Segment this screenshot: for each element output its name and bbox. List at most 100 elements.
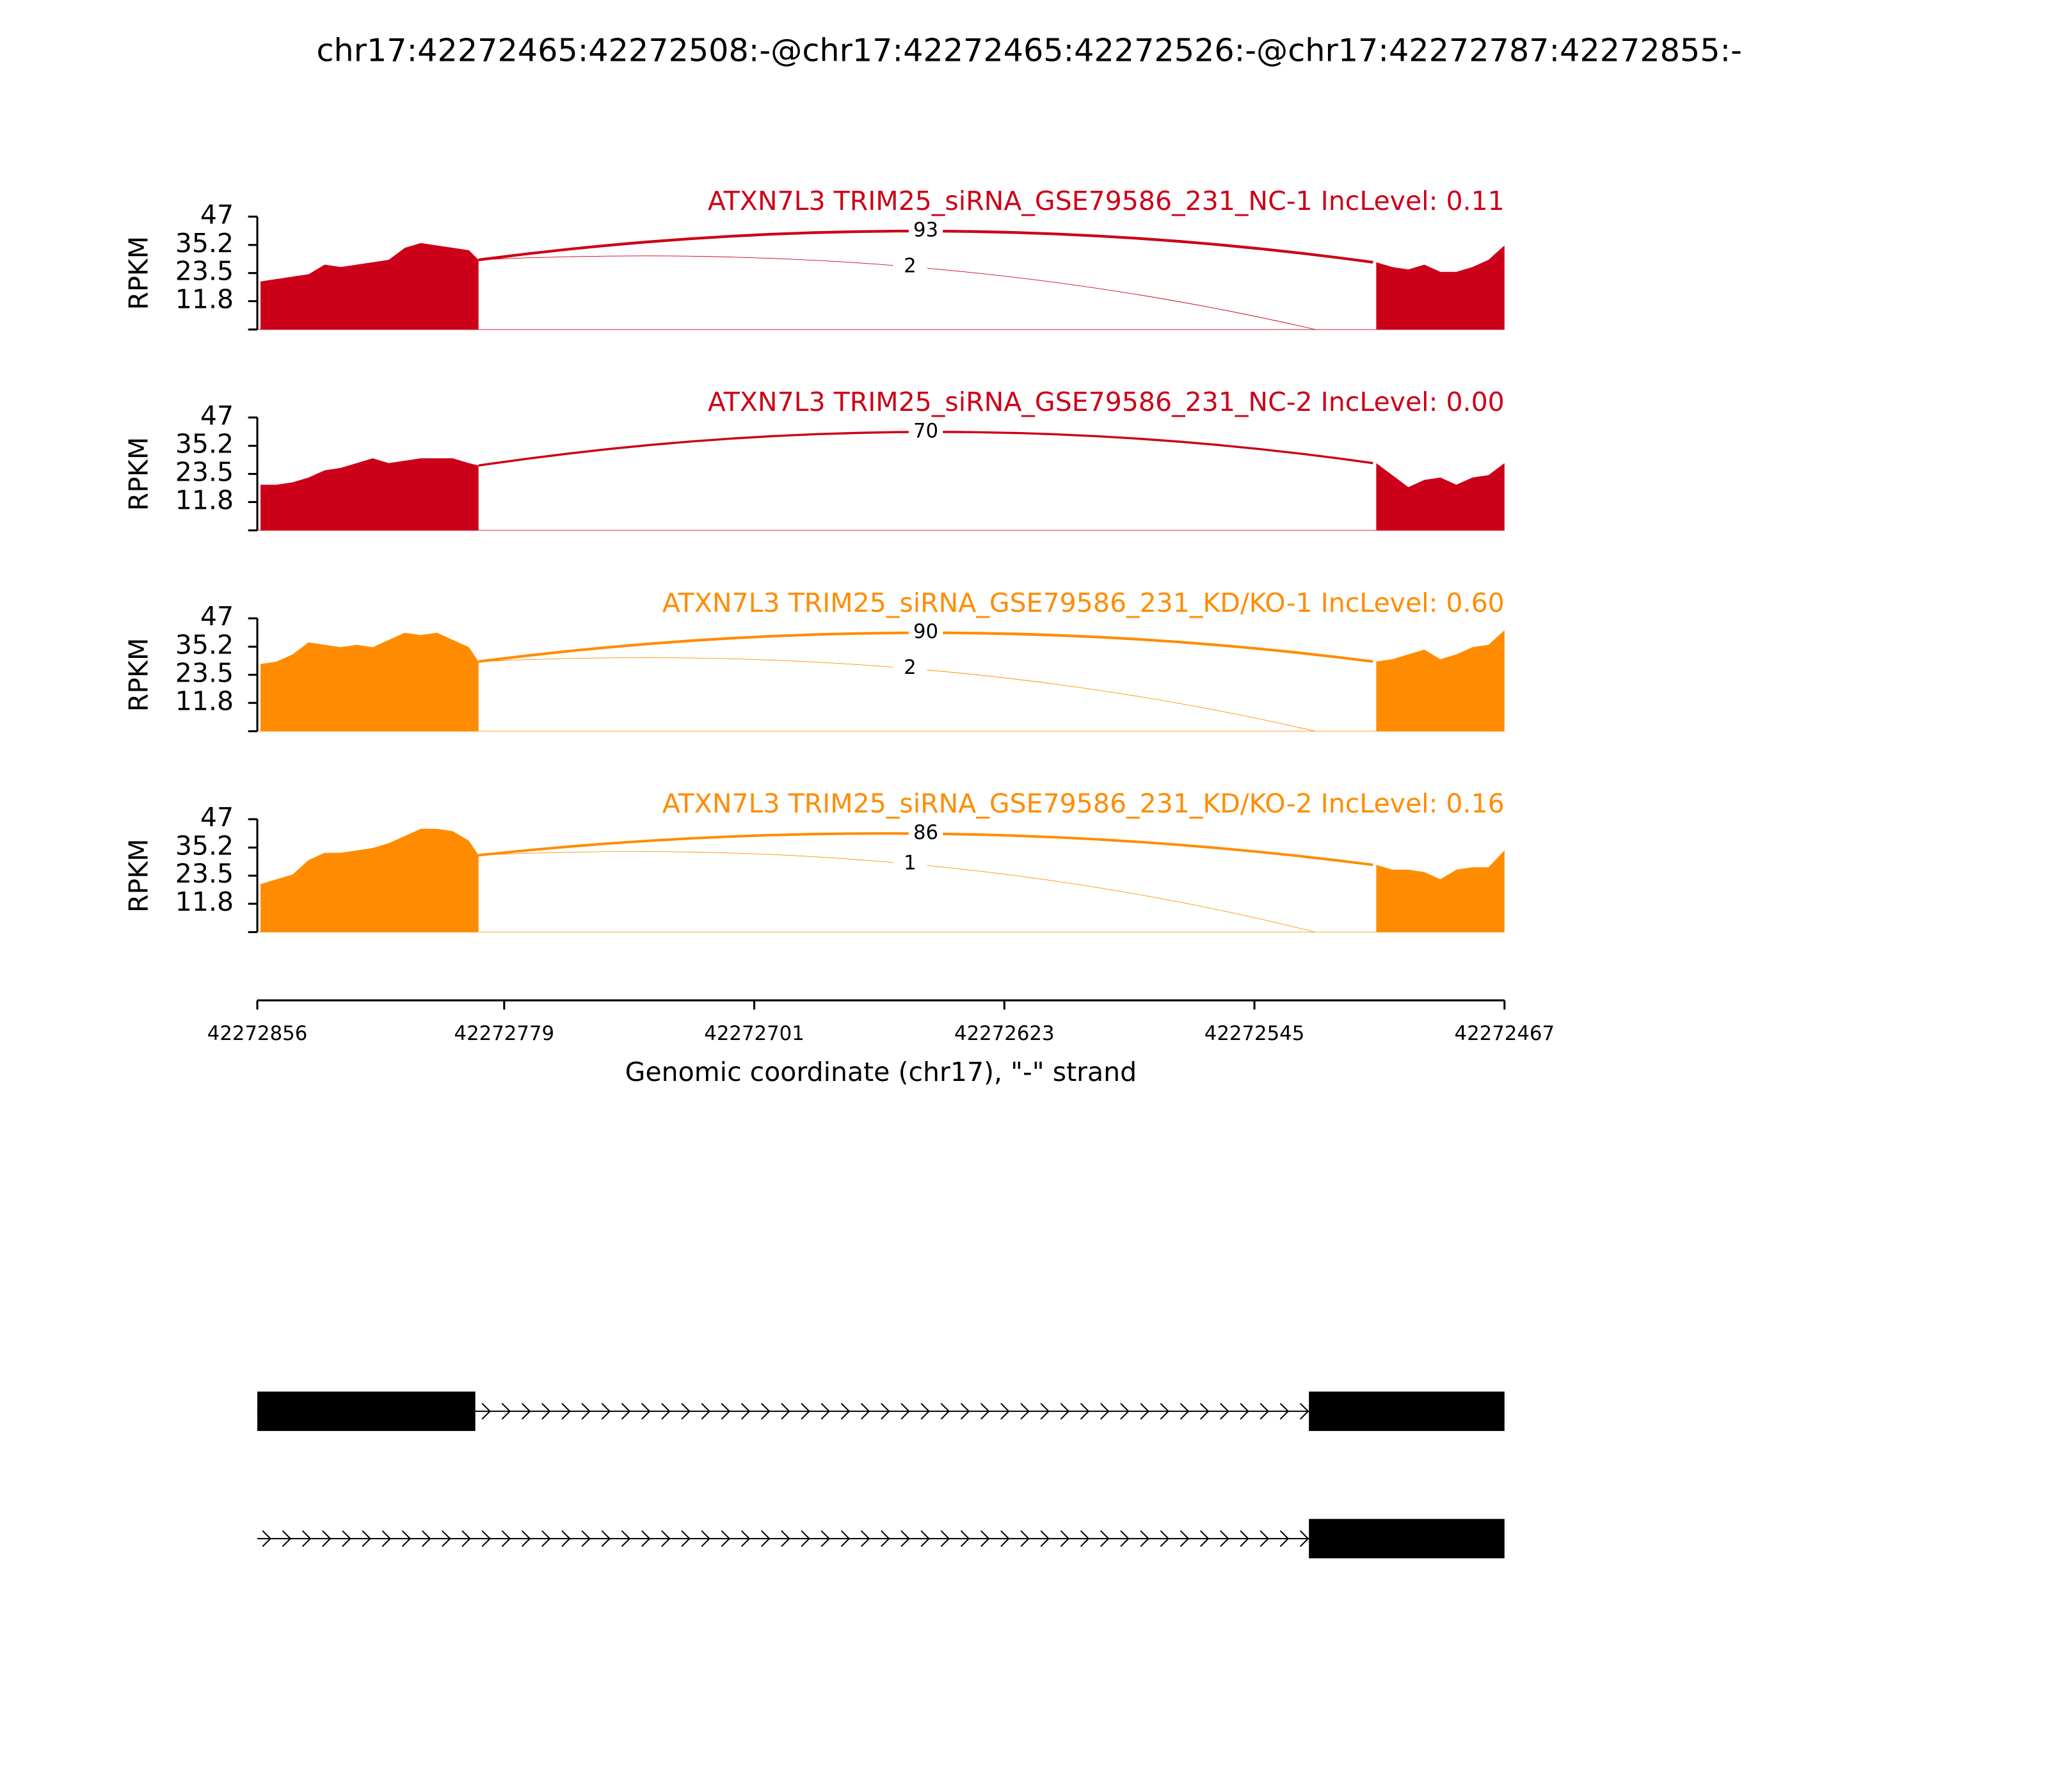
junction-count: 2 — [904, 656, 916, 679]
x-tick-label: 42272467 — [1455, 1022, 1555, 1045]
y-tick-label: 23.5 — [175, 858, 234, 889]
strand-arrow — [1000, 1403, 1010, 1420]
strand-arrow — [301, 1530, 312, 1548]
strand-arrow — [701, 1530, 710, 1548]
strand-arrow — [920, 1530, 930, 1548]
y-tick-label: 11.8 — [175, 685, 234, 716]
strand-arrow — [860, 1403, 870, 1420]
strand-arrow — [820, 1403, 831, 1420]
strand-arrow — [960, 1530, 970, 1548]
strand-arrow — [621, 1530, 631, 1548]
junction-label-bg — [908, 823, 943, 844]
y-axis-label: RPKM — [123, 638, 154, 712]
strand-arrow — [561, 1403, 571, 1420]
strand-arrow — [381, 1530, 392, 1548]
strand-arrow — [740, 1530, 751, 1548]
y-axis-label: RPKM — [123, 236, 154, 310]
strand-arrow — [881, 1530, 890, 1548]
chart-title: chr17:42272465:42272508:-@chr17:42272465… — [316, 32, 1741, 69]
x-axis-label: Genomic coordinate (chr17), "-" strand — [625, 1057, 1137, 1087]
strand-arrow — [1080, 1403, 1090, 1420]
junction-label-bg — [893, 256, 927, 278]
y-axis-label: RPKM — [123, 838, 154, 913]
strand-arrow — [1279, 1403, 1290, 1420]
strand-arrow — [621, 1403, 631, 1420]
strand-arrow — [1080, 1530, 1090, 1548]
y-tick-label: 47 — [200, 400, 234, 431]
x-tick-label: 42272623 — [954, 1022, 1055, 1045]
strand-arrow — [960, 1403, 970, 1420]
strand-arrow — [282, 1530, 292, 1548]
x-tick-label: 42272545 — [1204, 1022, 1305, 1045]
strand-arrow — [461, 1530, 471, 1548]
y-tick-label: 47 — [200, 601, 234, 632]
strand-arrow — [1000, 1530, 1010, 1548]
strand-arrow — [641, 1530, 651, 1548]
strand-arrow — [1199, 1530, 1210, 1548]
junction-count: 86 — [913, 821, 938, 844]
strand-arrow — [721, 1530, 731, 1548]
strand-arrow — [801, 1403, 810, 1420]
strand-arrow — [761, 1530, 771, 1548]
y-tick-label: 11.8 — [175, 886, 234, 917]
strand-arrow — [701, 1403, 710, 1420]
strand-arrow — [721, 1403, 731, 1420]
strand-arrow — [940, 1530, 950, 1548]
coverage-area — [260, 458, 1505, 531]
strand-arrow — [421, 1530, 431, 1548]
strand-arrow — [1040, 1530, 1050, 1548]
exon — [1309, 1391, 1505, 1431]
strand-arrow — [521, 1530, 531, 1548]
strand-arrow — [661, 1403, 671, 1420]
strand-arrow — [1020, 1530, 1030, 1548]
junction-label-bg — [908, 220, 943, 242]
strand-arrow — [860, 1530, 870, 1548]
junction-label-bg — [908, 622, 943, 644]
strand-arrow — [1180, 1530, 1190, 1548]
strand-arrow — [940, 1403, 950, 1420]
strand-arrow — [980, 1403, 990, 1420]
strand-arrow — [481, 1530, 491, 1548]
strand-arrow — [920, 1403, 930, 1420]
strand-arrow — [362, 1530, 371, 1548]
panel-title: ATXN7L3 TRIM25_siRNA_GSE79586_231_KD/KO-… — [662, 588, 1505, 618]
strand-arrow — [401, 1530, 412, 1548]
strand-arrow — [1100, 1403, 1110, 1420]
panel-title: ATXN7L3 TRIM25_siRNA_GSE79586_231_KD/KO-… — [662, 788, 1505, 819]
y-axis-label: RPKM — [123, 437, 154, 511]
strand-arrow — [1040, 1403, 1050, 1420]
strand-arrow — [442, 1530, 451, 1548]
strand-arrow — [740, 1403, 751, 1420]
coverage-area — [260, 630, 1505, 732]
strand-arrow — [322, 1530, 332, 1548]
panel-title: ATXN7L3 TRIM25_siRNA_GSE79586_231_NC-2 I… — [708, 387, 1505, 417]
y-tick-label: 47 — [200, 199, 234, 230]
strand-arrow — [1060, 1403, 1070, 1420]
strand-arrow — [1220, 1403, 1229, 1420]
exon — [257, 1391, 476, 1431]
y-tick-label: 11.8 — [175, 484, 234, 515]
y-tick-label: 35.2 — [175, 228, 234, 259]
strand-arrow — [1240, 1403, 1249, 1420]
strand-arrow — [1120, 1403, 1130, 1420]
strand-arrow — [1160, 1403, 1170, 1420]
strand-arrow — [601, 1403, 611, 1420]
y-tick-label: 35.2 — [175, 629, 234, 660]
strand-arrow — [761, 1403, 771, 1420]
strand-arrow — [900, 1530, 910, 1548]
junction-count: 1 — [904, 851, 916, 874]
strand-arrow — [1060, 1530, 1070, 1548]
strand-arrow — [601, 1530, 611, 1548]
strand-arrow — [561, 1530, 571, 1548]
y-tick-label: 23.5 — [175, 657, 234, 688]
strand-arrow — [681, 1530, 691, 1548]
y-tick-label: 23.5 — [175, 457, 234, 488]
x-tick-label: 42272856 — [207, 1022, 308, 1045]
strand-arrow — [1140, 1530, 1149, 1548]
strand-arrow — [1299, 1530, 1309, 1548]
junction-label-bg — [893, 853, 927, 875]
strand-arrow — [681, 1403, 691, 1420]
y-tick-label: 23.5 — [175, 256, 234, 287]
strand-arrow — [1160, 1530, 1170, 1548]
